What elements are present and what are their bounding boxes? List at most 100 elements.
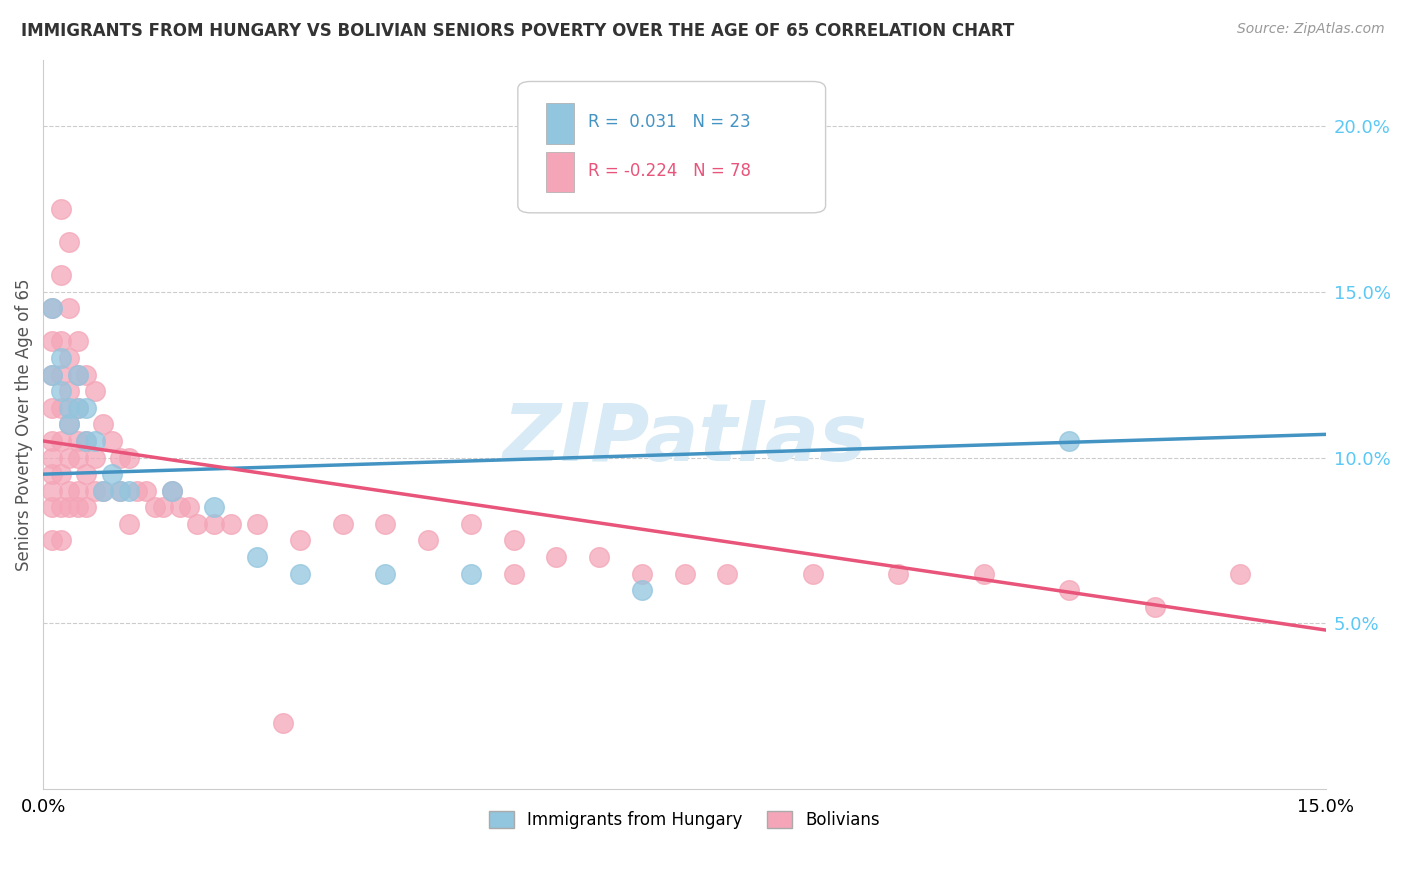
Y-axis label: Seniors Poverty Over the Age of 65: Seniors Poverty Over the Age of 65: [15, 278, 32, 571]
Point: [75, 401, 97, 415]
Point: [49, 384, 72, 399]
Point: [186, 516, 208, 531]
Point: [66, 500, 89, 515]
Point: [374, 566, 396, 581]
Point: [1229, 566, 1251, 581]
Point: [41, 450, 63, 465]
Point: [41, 483, 63, 498]
Point: [588, 550, 610, 565]
Point: [66, 434, 89, 448]
Point: [58, 384, 80, 399]
Point: [160, 483, 183, 498]
Point: [58, 483, 80, 498]
Point: [66, 368, 89, 382]
Point: [41, 301, 63, 316]
Point: [49, 533, 72, 548]
Point: [49, 334, 72, 349]
Point: [66, 368, 89, 382]
Text: ZIPatlas: ZIPatlas: [502, 400, 868, 478]
Point: [41, 368, 63, 382]
Point: [49, 401, 72, 415]
Point: [75, 368, 97, 382]
Point: [202, 516, 225, 531]
Point: [221, 516, 243, 531]
Point: [332, 516, 354, 531]
Point: [630, 583, 652, 598]
FancyBboxPatch shape: [546, 103, 574, 144]
Point: [630, 566, 652, 581]
Point: [91, 483, 114, 498]
Point: [127, 483, 149, 498]
Point: [973, 566, 995, 581]
Point: [135, 483, 157, 498]
Point: [49, 351, 72, 365]
Point: [288, 566, 311, 581]
Point: [66, 401, 89, 415]
Point: [416, 533, 439, 548]
Point: [66, 483, 89, 498]
Point: [75, 434, 97, 448]
Legend: Immigrants from Hungary, Bolivians: Immigrants from Hungary, Bolivians: [482, 804, 887, 836]
Point: [1143, 599, 1166, 614]
Point: [1057, 583, 1080, 598]
Point: [49, 500, 72, 515]
Point: [75, 434, 97, 448]
Point: [49, 268, 72, 282]
Point: [41, 533, 63, 548]
Point: [374, 516, 396, 531]
Point: [83, 384, 105, 399]
Point: [110, 450, 132, 465]
Point: [673, 566, 696, 581]
Point: [58, 500, 80, 515]
Point: [41, 434, 63, 448]
Point: [152, 500, 174, 515]
Point: [169, 500, 191, 515]
Point: [58, 450, 80, 465]
Point: [110, 483, 132, 498]
Point: [246, 516, 269, 531]
Point: [49, 467, 72, 482]
Point: [41, 500, 63, 515]
Point: [83, 434, 105, 448]
Point: [1057, 434, 1080, 448]
Point: [58, 301, 80, 316]
Point: [83, 483, 105, 498]
Point: [66, 401, 89, 415]
Point: [58, 417, 80, 432]
Point: [110, 483, 132, 498]
Point: [460, 566, 482, 581]
Point: [49, 202, 72, 216]
Point: [41, 334, 63, 349]
Point: [202, 500, 225, 515]
Point: [716, 566, 738, 581]
Point: [118, 450, 141, 465]
Point: [58, 235, 80, 249]
Point: [160, 483, 183, 498]
Text: R =  0.031   N = 23: R = 0.031 N = 23: [588, 112, 751, 130]
Point: [118, 483, 141, 498]
Point: [49, 368, 72, 382]
Point: [75, 500, 97, 515]
Point: [143, 500, 166, 515]
Point: [101, 467, 124, 482]
Point: [58, 401, 80, 415]
Point: [83, 450, 105, 465]
Point: [75, 467, 97, 482]
Point: [41, 368, 63, 382]
Text: IMMIGRANTS FROM HUNGARY VS BOLIVIAN SENIORS POVERTY OVER THE AGE OF 65 CORRELATI: IMMIGRANTS FROM HUNGARY VS BOLIVIAN SENI…: [21, 22, 1014, 40]
Point: [118, 516, 141, 531]
Point: [66, 334, 89, 349]
FancyBboxPatch shape: [546, 153, 574, 193]
Point: [177, 500, 200, 515]
Point: [887, 566, 910, 581]
Point: [66, 450, 89, 465]
Point: [246, 550, 269, 565]
Point: [546, 550, 568, 565]
Point: [41, 401, 63, 415]
Point: [288, 533, 311, 548]
Point: [502, 566, 524, 581]
Point: [41, 301, 63, 316]
Point: [502, 533, 524, 548]
Point: [58, 351, 80, 365]
Text: Source: ZipAtlas.com: Source: ZipAtlas.com: [1237, 22, 1385, 37]
